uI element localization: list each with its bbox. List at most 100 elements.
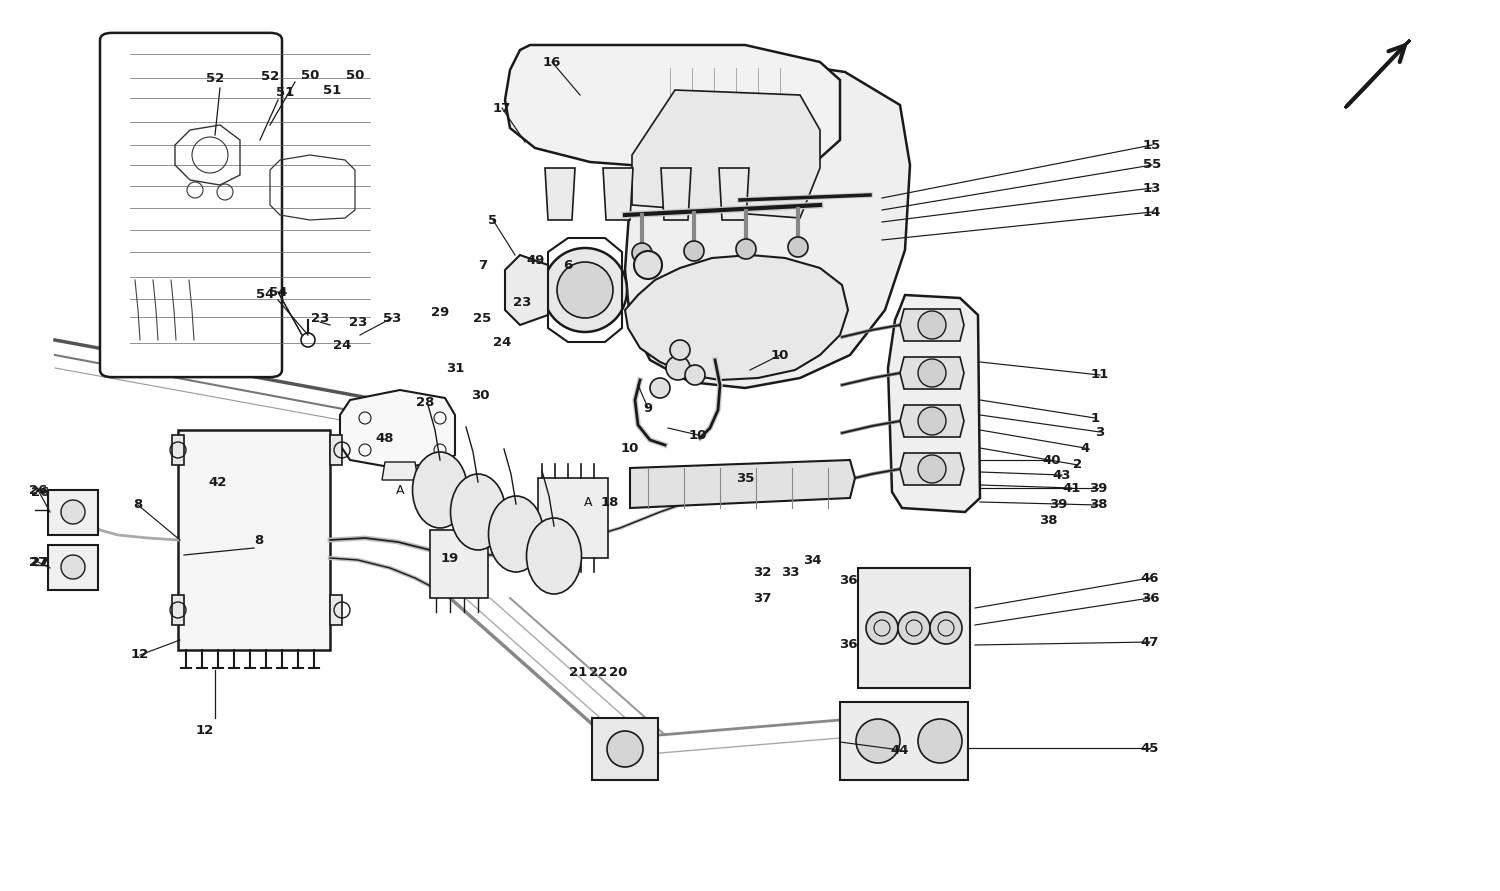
Text: 39: 39	[1048, 498, 1066, 511]
Ellipse shape	[684, 241, 703, 261]
Text: A: A	[584, 495, 592, 509]
Text: 9: 9	[644, 402, 652, 414]
Ellipse shape	[666, 356, 690, 380]
Ellipse shape	[898, 612, 930, 644]
Text: 24: 24	[494, 336, 512, 348]
Text: 36: 36	[839, 574, 858, 586]
Ellipse shape	[450, 474, 506, 550]
Polygon shape	[900, 357, 964, 389]
Text: 22: 22	[590, 666, 608, 679]
Text: 8: 8	[254, 534, 264, 546]
Text: 12: 12	[130, 649, 148, 661]
Polygon shape	[888, 295, 980, 512]
Text: 5: 5	[489, 214, 498, 226]
Text: 14: 14	[1143, 206, 1161, 218]
Text: 36: 36	[1140, 592, 1160, 604]
Ellipse shape	[686, 365, 705, 385]
Text: 26: 26	[28, 484, 46, 496]
Text: 38: 38	[1038, 513, 1058, 527]
Text: 17: 17	[494, 102, 512, 115]
Ellipse shape	[865, 612, 898, 644]
Text: 2: 2	[1074, 459, 1083, 471]
Text: 28: 28	[416, 396, 434, 408]
Text: 4: 4	[1080, 442, 1089, 454]
Ellipse shape	[918, 455, 946, 483]
Text: 20: 20	[609, 666, 627, 679]
Ellipse shape	[634, 251, 662, 279]
Text: 32: 32	[753, 566, 771, 578]
Text: 50: 50	[346, 69, 364, 81]
Polygon shape	[840, 702, 968, 780]
Polygon shape	[178, 430, 330, 650]
Polygon shape	[506, 255, 548, 325]
Polygon shape	[626, 255, 848, 380]
Text: 25: 25	[472, 312, 490, 324]
Polygon shape	[48, 490, 98, 535]
Polygon shape	[340, 390, 454, 468]
Polygon shape	[430, 530, 488, 598]
Ellipse shape	[670, 340, 690, 360]
Text: 12: 12	[196, 723, 214, 737]
Polygon shape	[506, 45, 840, 168]
Text: 34: 34	[802, 553, 822, 567]
Text: 39: 39	[1089, 481, 1107, 495]
Polygon shape	[718, 168, 748, 220]
Text: 48: 48	[375, 431, 394, 445]
Ellipse shape	[930, 612, 962, 644]
Ellipse shape	[632, 243, 652, 263]
Text: 13: 13	[1143, 182, 1161, 194]
Text: 10: 10	[771, 348, 789, 362]
Polygon shape	[626, 58, 910, 388]
Text: 8: 8	[134, 498, 142, 511]
Text: 41: 41	[1064, 481, 1082, 495]
Bar	[172, 595, 184, 625]
Text: 23: 23	[513, 296, 531, 308]
Text: 36: 36	[839, 639, 858, 651]
Text: 35: 35	[736, 471, 754, 485]
Text: 3: 3	[1095, 426, 1104, 438]
Ellipse shape	[526, 518, 582, 594]
Text: 23: 23	[310, 312, 328, 324]
Ellipse shape	[736, 239, 756, 259]
Text: 47: 47	[1142, 635, 1160, 649]
Text: 52: 52	[261, 69, 279, 83]
Text: 27: 27	[28, 555, 46, 568]
Text: 46: 46	[1140, 571, 1160, 584]
Text: 37: 37	[753, 592, 771, 604]
Text: 21: 21	[568, 666, 586, 679]
Text: 23: 23	[350, 315, 368, 329]
Text: 54: 54	[256, 289, 274, 301]
Polygon shape	[603, 168, 633, 220]
Text: 42: 42	[209, 476, 226, 488]
Polygon shape	[48, 545, 98, 590]
Text: 11: 11	[1090, 369, 1108, 381]
Text: 52: 52	[206, 71, 224, 85]
Text: 10: 10	[688, 429, 706, 442]
Text: 49: 49	[526, 254, 544, 266]
Text: 55: 55	[1143, 159, 1161, 171]
Text: 7: 7	[478, 258, 488, 272]
Text: A: A	[396, 484, 405, 496]
Ellipse shape	[413, 452, 468, 528]
Text: 44: 44	[891, 743, 909, 756]
Polygon shape	[858, 568, 970, 688]
Ellipse shape	[918, 311, 946, 339]
Text: 24: 24	[333, 339, 351, 352]
Ellipse shape	[543, 248, 627, 332]
Text: 19: 19	[441, 552, 459, 565]
Ellipse shape	[856, 719, 900, 763]
Text: 54: 54	[268, 285, 286, 298]
Text: 38: 38	[1089, 498, 1107, 511]
Ellipse shape	[62, 500, 86, 524]
Text: 31: 31	[446, 362, 464, 374]
Ellipse shape	[918, 407, 946, 435]
Text: 29: 29	[430, 306, 448, 318]
Text: 15: 15	[1143, 138, 1161, 151]
Text: 53: 53	[382, 312, 400, 324]
Text: 51: 51	[276, 86, 294, 99]
Bar	[330, 435, 342, 465]
Text: 27: 27	[32, 555, 50, 568]
Ellipse shape	[556, 262, 614, 318]
Text: 6: 6	[564, 258, 573, 272]
Ellipse shape	[788, 237, 808, 257]
